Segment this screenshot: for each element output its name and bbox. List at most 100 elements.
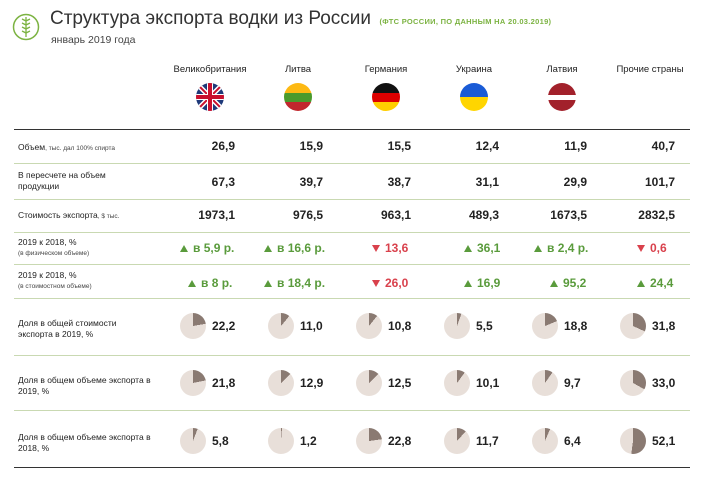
- share-value: 5,5: [476, 319, 493, 333]
- pie-chart-icon: [180, 428, 206, 454]
- share-value: 12,9: [300, 376, 324, 390]
- share-value: 22,8: [388, 434, 412, 448]
- title-text: Структура экспорта водки из России: [50, 8, 372, 29]
- cell-value-change-de: 26,0: [372, 273, 408, 293]
- cell-volume-de: 15,5: [387, 139, 411, 153]
- cell-product-de: 38,7: [387, 175, 411, 189]
- logo-icon: [12, 12, 40, 42]
- share-value: 31,8: [652, 319, 676, 333]
- up-arrow-icon: [464, 279, 472, 287]
- change-value: в 2,4 р.: [547, 241, 589, 255]
- cell-phys-change-de: 13,6: [372, 238, 408, 258]
- pie-chart-icon: [268, 428, 294, 454]
- country-header-ua: Украина: [419, 64, 529, 111]
- pie-chart-icon: [532, 370, 558, 396]
- row-label-cost: Стоимость экспорта, $ тыс.: [18, 210, 158, 222]
- label-small: (в стоимостном объеме): [18, 283, 92, 290]
- pie-chart-icon: [444, 313, 470, 339]
- de-flag-icon: [372, 83, 400, 111]
- share-value: 10,8: [388, 319, 412, 333]
- change-value: 16,9: [477, 276, 501, 290]
- cell-share-cost-2019-gb: 22,2: [180, 313, 235, 339]
- country-header-gb: Великобритания: [155, 64, 265, 111]
- country-name: Литва: [284, 64, 312, 75]
- share-value: 10,1: [476, 376, 500, 390]
- share-value: 12,5: [388, 376, 412, 390]
- country-name: Прочие страны: [616, 64, 684, 75]
- row-divider: [14, 264, 690, 265]
- source-note: (ФТС РОССИИ, ПО ДАННЫМ НА 20.03.2019): [379, 17, 552, 26]
- cell-phys-change-ua: 36,1: [464, 238, 500, 258]
- row-label-share-vol-2018: Доля в общем объеме экспорта в 2018, %: [18, 432, 151, 453]
- label-small: , $ тыс.: [97, 213, 120, 220]
- ua-flag-icon: [460, 83, 488, 111]
- pie-chart-icon: [268, 313, 294, 339]
- cell-volume-gb: 26,9: [211, 139, 235, 153]
- cell-volume-other: 40,7: [651, 139, 675, 153]
- cell-volume-lv: 11,9: [564, 139, 587, 153]
- up-arrow-icon: [264, 279, 272, 287]
- up-arrow-icon: [637, 279, 645, 287]
- pie-chart-icon: [444, 428, 470, 454]
- row-divider: [14, 298, 690, 299]
- cell-value-change-ua: 16,9: [464, 273, 500, 293]
- cell-share-vol-2019-de: 12,5: [356, 370, 412, 396]
- pie-chart-icon: [180, 313, 206, 339]
- label-small: , тыс. дал 100% спирта: [45, 145, 116, 152]
- cell-value-change-other: 24,4: [637, 273, 673, 293]
- cell-value-change-gb: в 8 р.: [188, 273, 232, 293]
- pie-chart-icon: [356, 370, 382, 396]
- down-arrow-icon: [372, 279, 380, 287]
- cell-share-cost-2019-ua: 5,5: [444, 313, 493, 339]
- pie-chart-icon: [620, 313, 646, 339]
- pie-chart-icon: [620, 370, 646, 396]
- change-value: 36,1: [477, 241, 501, 255]
- country-header-lv: Латвия: [507, 64, 617, 111]
- cell-phys-change-gb: в 5,9 р.: [180, 238, 234, 258]
- change-value: 95,2: [563, 276, 587, 290]
- cell-share-vol-2019-gb: 21,8: [180, 370, 235, 396]
- country-header-other: Прочие страны: [595, 64, 705, 75]
- page-subtitle: январь 2019 года: [51, 34, 136, 46]
- label-main: Объем: [18, 142, 46, 152]
- country-name: Латвия: [546, 64, 578, 75]
- label-small: (в физическом объеме): [18, 250, 90, 257]
- change-value: 24,4: [650, 276, 674, 290]
- country-header-de: Германия: [331, 64, 441, 111]
- row-label-share-cost-2019: Доля в общей стоимости экспорта в 2019, …: [18, 318, 117, 339]
- country-name: Украина: [455, 64, 493, 75]
- change-value: 13,6: [385, 241, 409, 255]
- share-value: 18,8: [564, 319, 588, 333]
- cell-share-vol-2018-ua: 11,7: [444, 428, 499, 454]
- country-name: Германия: [364, 64, 408, 75]
- pie-chart-icon: [356, 313, 382, 339]
- row-label-volume: Объем, тыс. дал 100% спирта: [18, 142, 158, 154]
- change-value: в 16,6 р.: [277, 241, 326, 255]
- cell-volume-lt: 15,9: [299, 139, 323, 153]
- cell-phys-change-other: 0,6: [637, 238, 667, 258]
- share-value: 1,2: [300, 434, 317, 448]
- cell-product-ua: 31,1: [475, 175, 499, 189]
- cell-cost-lt: 976,5: [292, 208, 323, 222]
- up-arrow-icon: [264, 244, 272, 252]
- cell-share-cost-2019-de: 10,8: [356, 313, 412, 339]
- cell-share-vol-2019-other: 33,0: [620, 370, 675, 396]
- cell-cost-gb: 1973,1: [198, 208, 235, 222]
- change-value: в 8 р.: [201, 276, 233, 290]
- row-label-share-vol-2019: Доля в общем объеме экспорта в 2019, %: [18, 375, 151, 396]
- change-value: 26,0: [385, 276, 409, 290]
- table-top-rule: [14, 129, 690, 130]
- pie-chart-icon: [532, 313, 558, 339]
- cell-share-vol-2018-gb: 5,8: [180, 428, 229, 454]
- up-arrow-icon: [464, 244, 472, 252]
- pie-chart-icon: [620, 428, 646, 454]
- row-divider: [14, 410, 690, 411]
- change-value: в 18,4 р.: [277, 276, 326, 290]
- cell-cost-other: 2832,5: [638, 208, 675, 222]
- lv-flag-icon: [548, 83, 576, 111]
- cell-share-cost-2019-lt: 11,0: [268, 313, 323, 339]
- share-value: 11,0: [300, 319, 323, 333]
- gb-flag-icon: [196, 83, 224, 111]
- share-value: 6,4: [564, 434, 581, 448]
- pie-chart-icon: [444, 370, 470, 396]
